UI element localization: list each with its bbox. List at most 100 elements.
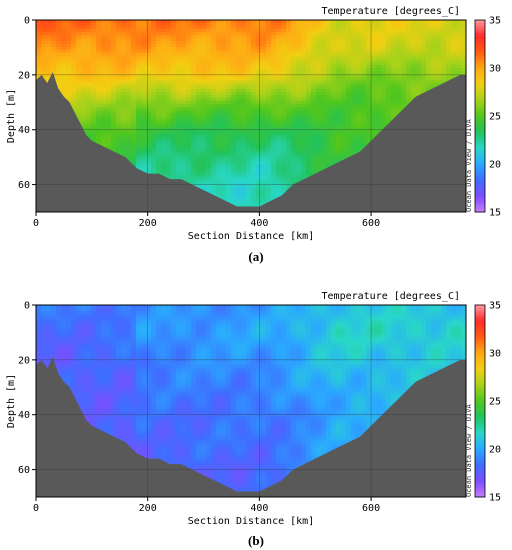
- heatmap-cell: [211, 134, 217, 138]
- heatmap-cell: [331, 74, 337, 78]
- heatmap-cell: [281, 86, 287, 90]
- heatmap-cell: [236, 143, 242, 147]
- heatmap-cell: [181, 83, 187, 87]
- heatmap-cell: [146, 152, 152, 156]
- heatmap-cell: [141, 110, 147, 114]
- heatmap-cell: [206, 20, 212, 24]
- heatmap-cell: [256, 113, 262, 117]
- heatmap-cell: [46, 71, 52, 75]
- heatmap-cell: [251, 23, 257, 27]
- heatmap-cell: [211, 179, 217, 183]
- heatmap-cell: [291, 140, 297, 144]
- heatmap-cell: [176, 95, 182, 99]
- heatmap-cell: [211, 92, 217, 96]
- heatmap-cell: [266, 26, 272, 30]
- heatmap-cell: [196, 113, 202, 117]
- heatmap-cell: [286, 140, 292, 144]
- heatmap-cell: [201, 53, 207, 57]
- heatmap-cell: [136, 122, 142, 126]
- heatmap-cell: [246, 50, 252, 54]
- heatmap-cell: [376, 38, 382, 42]
- heatmap-cell: [241, 116, 247, 120]
- heatmap-cell: [166, 50, 172, 54]
- heatmap-cell: [126, 89, 132, 93]
- heatmap-cell: [271, 80, 277, 84]
- heatmap-cell: [76, 80, 82, 84]
- heatmap-cell: [51, 56, 57, 60]
- heatmap-cell: [231, 53, 237, 57]
- heatmap-cell: [186, 116, 192, 120]
- heatmap-cell: [326, 137, 332, 141]
- heatmap-cell: [316, 98, 322, 102]
- heatmap-cell: [271, 125, 277, 129]
- heatmap-cell: [411, 68, 417, 72]
- heatmap-cell: [241, 191, 247, 195]
- heatmap-cell: [391, 77, 397, 81]
- heatmap-cell: [346, 110, 352, 114]
- heatmap-cell: [246, 65, 252, 69]
- heatmap-cell: [221, 32, 227, 36]
- heatmap-cell: [266, 53, 272, 57]
- heatmap-cell: [196, 107, 202, 111]
- heatmap-cell: [196, 143, 202, 147]
- heatmap-cell: [366, 137, 372, 141]
- heatmap-cell: [326, 143, 332, 147]
- heatmap-cell: [146, 71, 152, 75]
- heatmap-cell: [246, 137, 252, 141]
- heatmap-cell: [271, 188, 277, 192]
- heatmap-cell: [186, 83, 192, 87]
- heatmap-cell: [396, 26, 402, 30]
- heatmap-cell: [236, 35, 242, 39]
- heatmap-cell: [331, 119, 337, 123]
- heatmap-cell: [91, 125, 97, 129]
- heatmap-cell: [191, 140, 197, 144]
- heatmap-cell: [331, 125, 337, 129]
- heatmap-cell: [286, 113, 292, 117]
- heatmap-cell: [246, 134, 252, 138]
- heatmap-cell: [171, 44, 177, 48]
- heatmap-cell: [206, 107, 212, 111]
- heatmap-cell: [276, 68, 282, 72]
- heatmap-cell: [186, 152, 192, 156]
- heatmap-cell: [236, 107, 242, 111]
- heatmap-cell: [181, 44, 187, 48]
- heatmap-cell: [271, 131, 277, 135]
- heatmap-cell: [336, 74, 342, 78]
- heatmap-cell: [276, 56, 282, 60]
- heatmap-cell: [346, 134, 352, 138]
- heatmap-cell: [406, 53, 412, 57]
- heatmap-cell: [281, 191, 287, 195]
- heatmap-cell: [71, 95, 77, 99]
- heatmap-cell: [256, 191, 262, 195]
- heatmap-cell: [381, 122, 387, 126]
- heatmap-cell: [36, 44, 42, 48]
- heatmap-cell: [291, 29, 297, 33]
- heatmap-cell: [231, 44, 237, 48]
- heatmap-cell: [381, 26, 387, 30]
- heatmap-cell: [171, 59, 177, 63]
- heatmap-cell: [171, 74, 177, 78]
- heatmap-cell: [231, 158, 237, 162]
- heatmap-cell: [176, 59, 182, 63]
- heatmap-cell: [216, 173, 222, 177]
- heatmap-cell: [146, 65, 152, 69]
- heatmap-cell: [341, 152, 347, 156]
- heatmap-cell: [81, 26, 87, 30]
- heatmap-cell: [381, 80, 387, 84]
- heatmap-cell: [161, 152, 167, 156]
- heatmap-cell: [171, 92, 177, 96]
- heatmap-cell: [121, 59, 127, 63]
- heatmap-cell: [416, 92, 422, 96]
- heatmap-cell: [281, 32, 287, 36]
- heatmap-cell: [226, 35, 232, 39]
- heatmap-cell: [331, 122, 337, 126]
- heatmap-cell: [266, 197, 272, 201]
- heatmap-cell: [166, 77, 172, 81]
- heatmap-cell: [71, 107, 77, 111]
- heatmap-cell: [346, 56, 352, 60]
- heatmap-cell: [396, 104, 402, 108]
- heatmap-cell: [341, 68, 347, 72]
- heatmap-cell: [61, 56, 67, 60]
- heatmap-cell: [201, 95, 207, 99]
- heatmap-cell: [111, 140, 117, 144]
